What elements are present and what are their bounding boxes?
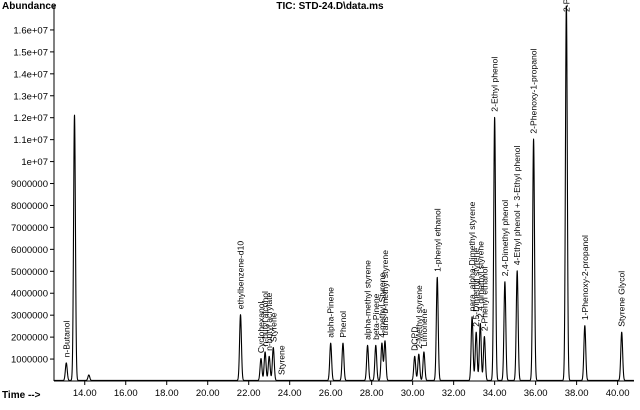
peak-label: alpha-Pinene <box>326 287 336 338</box>
x-tick-label: 38.00 <box>565 388 589 399</box>
chart-title: TIC: STD-24.D\data.ms <box>276 1 384 12</box>
x-tick-label: 40.00 <box>606 388 630 399</box>
y-tick-label: 1.2e+07 <box>13 113 48 124</box>
peak-label: 1-Phenoxy-2-propanol <box>580 235 590 320</box>
peak-label: 1-phenyl ethanol <box>432 208 442 272</box>
peak-label: Styrene <box>277 345 287 375</box>
peak-label: Styrene Glycol <box>617 271 627 327</box>
y-tick-label: 1.1e+07 <box>13 135 48 146</box>
x-tick-label: 20.00 <box>196 388 220 399</box>
y-tick-label: 1.6e+07 <box>13 25 48 36</box>
x-tick-label: 16.00 <box>114 388 138 399</box>
x-tick-label: 22.00 <box>237 388 261 399</box>
peak-label: DCPD <box>410 327 420 351</box>
peak-label: alpha-methyl styrene <box>363 260 373 340</box>
y-tick-label: 2000000 <box>11 333 48 344</box>
peak-label: 4-Ethyl phenol + 3-Ethyl phenol <box>512 146 522 266</box>
x-tick-label: 24.00 <box>278 388 302 399</box>
x-tick-label: 36.00 <box>524 388 548 399</box>
y-tick-label: 1.5e+07 <box>13 47 48 58</box>
peak-label: Limonene <box>419 309 429 347</box>
x-tick-label: 26.00 <box>319 388 343 399</box>
x-tick-label: 30.00 <box>401 388 425 399</box>
tic-trace <box>53 5 635 381</box>
peak-label: Cyclohexanol <box>256 301 266 353</box>
y-axis-label: Abundance <box>2 1 57 12</box>
peak-label: n-butyl alcohol <box>260 291 270 347</box>
peak-label: Styrene <box>268 312 278 342</box>
x-tick-label: 18.00 <box>155 388 179 399</box>
y-ticks: 1000000 2000000 3000000 4000000 5000000 60000… <box>11 25 54 366</box>
x-tick-label: 14.00 <box>73 388 97 399</box>
x-tick-label: 28.00 <box>360 388 384 399</box>
y-tick-label: 8000000 <box>11 201 48 212</box>
peak-label: 2,4 dimethyl styrene <box>475 241 485 318</box>
y-tick-label: 7000000 <box>11 223 48 234</box>
y-tick-label: 1.3e+07 <box>13 91 48 102</box>
y-tick-label: 1e+07 <box>21 157 48 168</box>
y-tick-label: 3000000 <box>11 311 48 322</box>
peak-label: 2-Phenoxy ethanol <box>561 0 571 12</box>
y-tick-label: 4000000 <box>11 289 48 300</box>
peak-label: 2-Phenyl ethanol <box>479 267 489 332</box>
peak-label: 2-Phenoxy-1-propanol <box>529 48 539 133</box>
x-ticks: 14.00 16.00 18.00 20.00 22.00 24.00 26.00 28.00… <box>73 381 630 399</box>
peak-label: 2-Ethyl phenol <box>490 57 500 112</box>
peak-label: n-Butanol <box>61 321 71 358</box>
peak-label: 4-methyl Styrene <box>377 273 387 338</box>
y-tick-label: 9000000 <box>11 179 48 190</box>
peak-label: 2,5-Dimethyl styrene <box>471 248 481 327</box>
y-tick-label: 5000000 <box>11 267 48 278</box>
peak-label: n-butyl acrylate <box>264 292 274 350</box>
y-tick-label: 6000000 <box>11 245 48 256</box>
peak-label: 2,4-Dimethyl phenol <box>500 200 510 277</box>
peak-labels: n-Butanol ethylbenzene-d10 Cyclohexanoln-b… <box>61 0 626 375</box>
peak-label: para, alpha-Dimethyl styrene <box>467 201 477 311</box>
peak-label: trans-b-methyl styrene <box>380 250 390 336</box>
peak-label: ethylbenzene-d10 <box>236 241 246 310</box>
x-tick-label: 32.00 <box>442 388 466 399</box>
x-axis-label: Time --> <box>2 390 41 401</box>
x-tick-label: 34.00 <box>483 388 507 399</box>
peak-label: 2-Methyl styrene <box>414 285 424 349</box>
y-tick-label: 1.4e+07 <box>13 69 48 80</box>
peak-label: beta-Pinene <box>371 293 381 340</box>
peak-label: Phenol <box>338 311 348 338</box>
y-tick-label: 1000000 <box>11 355 48 366</box>
